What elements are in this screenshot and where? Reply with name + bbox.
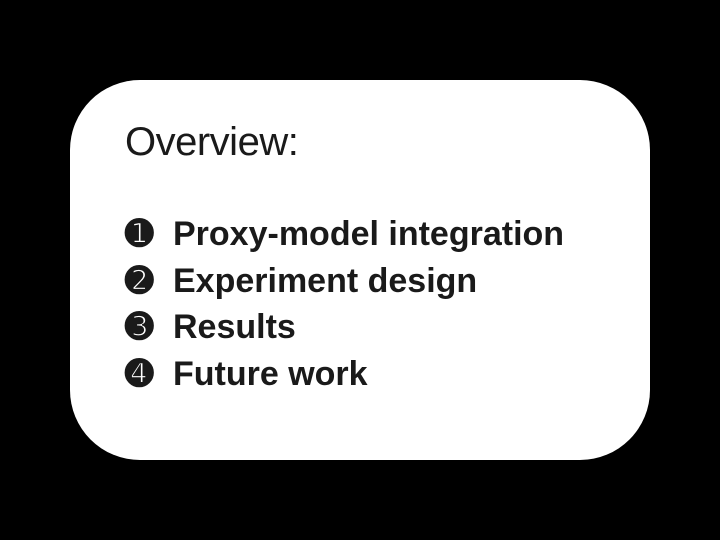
bullet-icon: ➍ xyxy=(125,357,159,391)
items-list: ➊ Proxy-model integration ➋ Experiment d… xyxy=(125,213,600,395)
list-item: ➌ Results xyxy=(125,306,600,349)
bullet-icon: ➊ xyxy=(125,217,159,251)
list-item: ➋ Experiment design xyxy=(125,260,600,303)
item-label: Experiment design xyxy=(173,260,477,303)
bullet-icon: ➋ xyxy=(125,264,159,298)
item-label: Future work xyxy=(173,353,368,396)
list-item: ➊ Proxy-model integration xyxy=(125,213,600,256)
overview-card: Overview: ➊ Proxy-model integration ➋ Ex… xyxy=(70,80,650,460)
bullet-icon: ➌ xyxy=(125,310,159,344)
item-label: Proxy-model integration xyxy=(173,213,564,256)
slide-title: Overview: xyxy=(125,120,600,165)
list-item: ➍ Future work xyxy=(125,353,600,396)
item-label: Results xyxy=(173,306,296,349)
